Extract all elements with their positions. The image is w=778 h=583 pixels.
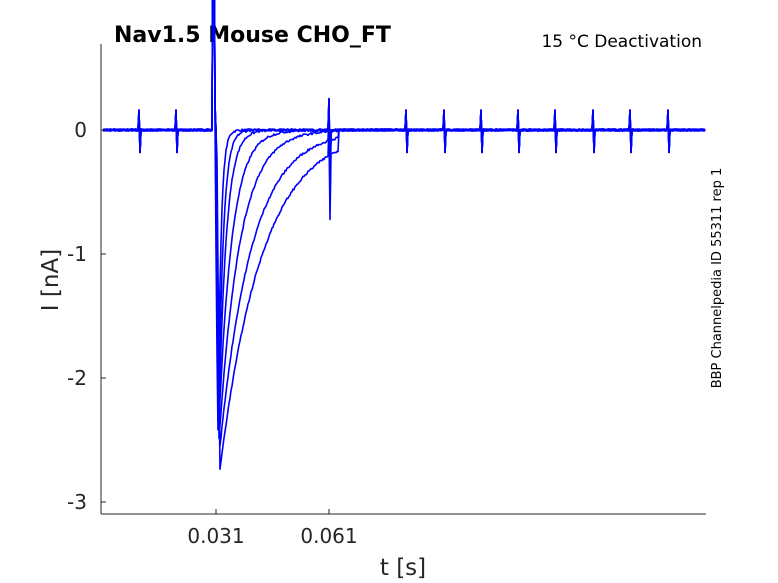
y-tick-label: -2 bbox=[67, 366, 87, 390]
trace-line bbox=[103, 0, 706, 470]
x-tick-label: 0.061 bbox=[300, 524, 357, 548]
source-id-label: BBP Channelpedia ID 55311 rep 1 bbox=[710, 168, 725, 389]
chart-title: Nav1.5 Mouse CHO_FT bbox=[114, 23, 391, 48]
trace-line bbox=[102, 0, 706, 431]
chart-subtitle: 15 °C Deactivation bbox=[541, 32, 702, 52]
trace-line bbox=[102, 0, 706, 422]
y-tick-label: -3 bbox=[67, 490, 87, 514]
trace-line bbox=[102, 0, 706, 447]
traces-group bbox=[102, 0, 706, 470]
plot-area: 0 -1 -2 -3 0.031 0.061 bbox=[67, 0, 706, 548]
x-axis-label: t [s] bbox=[380, 555, 426, 581]
trace-line bbox=[102, 0, 706, 410]
trace-line bbox=[102, 0, 706, 440]
trace-line bbox=[102, 0, 706, 415]
x-tick-label: 0.031 bbox=[187, 524, 244, 548]
y-tick-label: 0 bbox=[74, 118, 87, 142]
y-tick-label: -1 bbox=[67, 242, 87, 266]
x-ticks: 0.031 0.061 bbox=[187, 509, 358, 548]
y-ticks: 0 -1 -2 -3 bbox=[67, 118, 106, 514]
y-axis-label: I [nA] bbox=[38, 249, 64, 311]
